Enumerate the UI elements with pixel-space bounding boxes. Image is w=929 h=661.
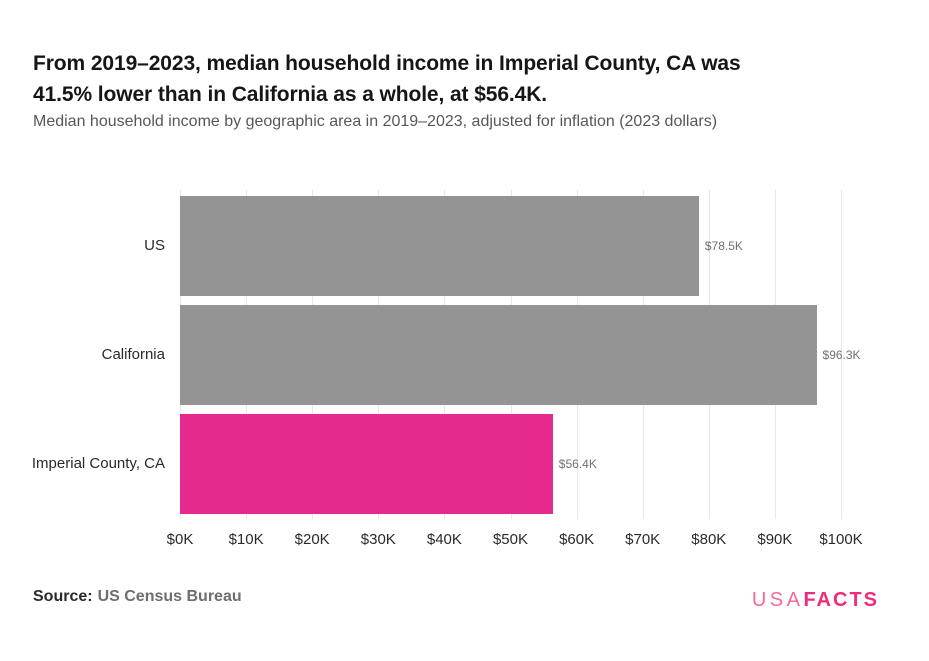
category-label: US [144,237,165,254]
x-axis-tick-label: $20K [294,531,330,548]
gridline [841,190,842,519]
bar-california[interactable] [180,305,817,405]
x-axis-tick-label: $60K [559,531,595,548]
x-axis-tick-label: $50K [492,531,529,548]
x-axis-tick-label: $10K [228,531,264,548]
usafacts-logo-usa: USA [751,589,804,611]
bar-us[interactable] [180,196,699,296]
x-axis-tick-label: $40K [426,531,462,548]
x-axis-tick-label: $80K [691,531,727,548]
x-axis-tick-label: $100K [819,531,863,548]
source-label: Source: [33,588,93,605]
x-axis-tick-label: $30K [360,531,396,548]
x-axis-tick-label: $0K [166,531,194,548]
page-title-line1: From 2019–2023, median household income … [33,52,741,75]
source-line: Source: US Census Bureau [33,587,242,607]
category-label: Imperial County, CA [31,455,165,472]
bar-imperial-county-ca[interactable] [180,414,553,514]
value-label: $96.3K [822,348,861,362]
usafacts-logo-facts: FACTS [803,589,879,611]
page-title-line2: 41.5% lower than in California as a whol… [33,83,548,106]
category-label: California [101,346,165,363]
usafacts-logo-link[interactable]: USA FACTS [752,589,879,612]
x-axis-tick-label: $70K [625,531,661,548]
value-label: $56.4K [558,457,597,471]
page-title: From 2019–2023, median household income … [33,48,893,110]
value-label: $78.5K [704,239,743,253]
chart-subtitle: Median household income by geographic ar… [33,113,718,130]
x-axis-tick-label: $90K [757,531,793,548]
source-link[interactable]: US Census Bureau [97,588,242,605]
